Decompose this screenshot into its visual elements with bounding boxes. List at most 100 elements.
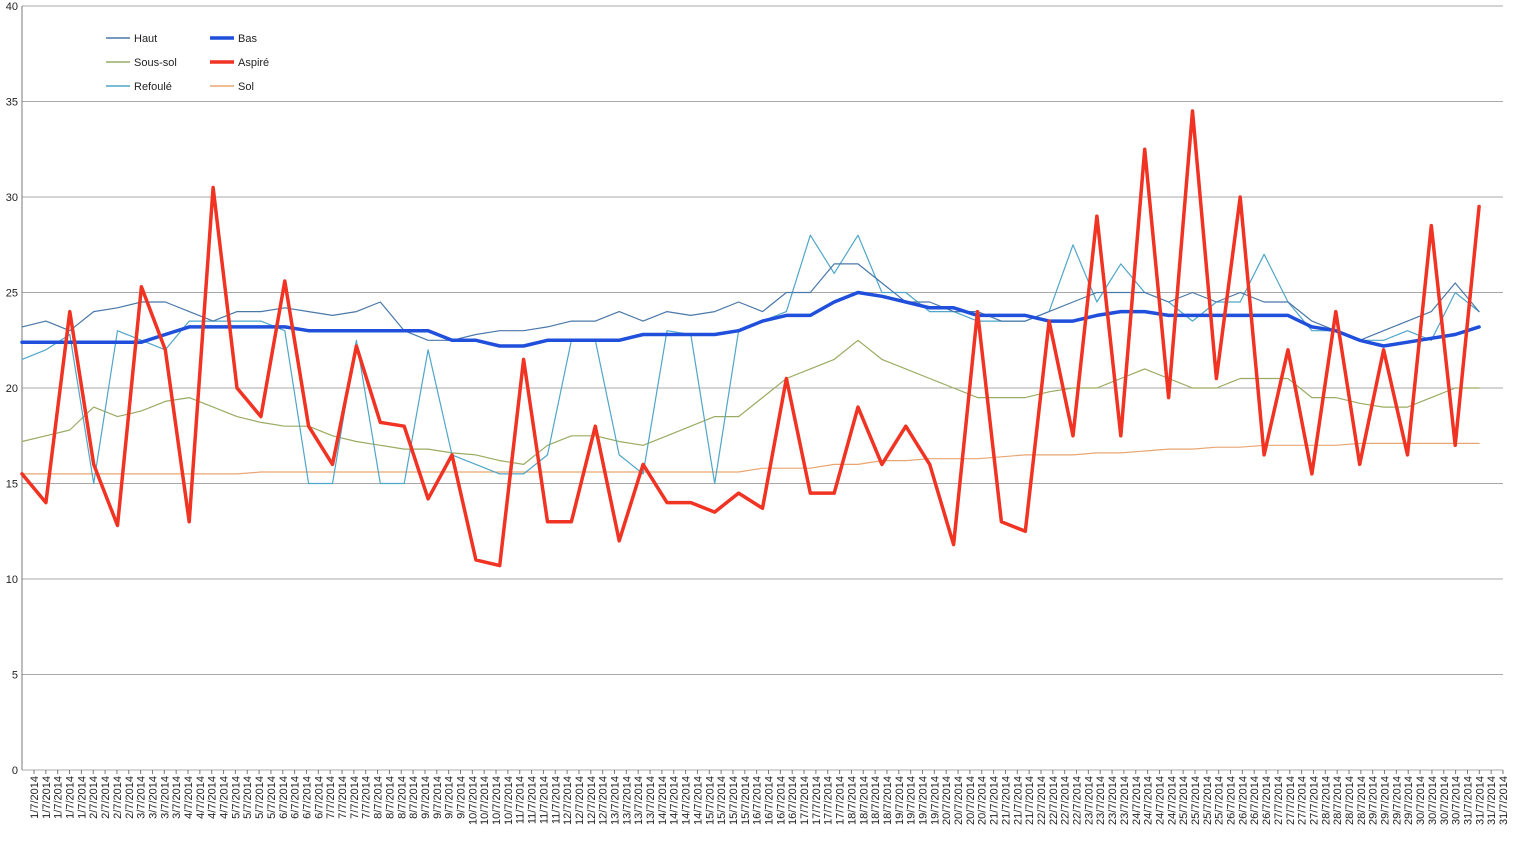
y-tick-label: 15 [6,479,18,491]
x-tick-label: 9/7/2014 [432,776,444,819]
x-tick-label: 28/7/2014 [1356,776,1368,825]
x-tick-label: 18/7/2014 [858,776,870,825]
x-tick-label: 8/7/2014 [373,776,385,819]
x-tick-label: 21/7/2014 [1024,776,1036,825]
x-tick-label: 3/7/2014 [159,776,171,819]
x-tick-label: 12/7/2014 [562,776,574,825]
x-tick-label: 26/7/2014 [1237,776,1249,825]
series-lines [20,109,1481,568]
x-tick-label: 11/7/2014 [527,776,539,824]
x-tick-label: 30/7/2014 [1415,776,1427,825]
x-tick-label: 27/7/2014 [1273,776,1285,825]
y-tick-label: 25 [6,288,18,300]
x-tick-label: 29/7/2014 [1368,776,1380,825]
x-tick-label: 18/7/2014 [882,776,894,825]
x-tick-label: 20/7/2014 [953,776,965,825]
legend-label: Sol [238,81,254,93]
x-tick-label: 31/7/2014 [1462,776,1474,825]
x-tick-label: 1/7/2014 [76,776,88,819]
x-tick-label: 19/7/2014 [929,776,941,825]
x-tick-label: 21/7/2014 [989,776,1001,825]
series-line-soussol [21,339,1480,465]
series-line-haut [21,263,1480,341]
x-tick-label: 25/7/2014 [1214,776,1226,825]
x-tick-label: 2/7/2014 [124,776,136,819]
x-tick-label: 15/7/2014 [704,776,716,825]
x-tick-label: 15/7/2014 [740,776,752,825]
x-tick-label: 29/7/2014 [1403,776,1415,825]
x-tick-label: 14/7/2014 [669,776,681,825]
x-tick-label: 12/7/2014 [574,776,586,825]
x-tick-label: 30/7/2014 [1439,776,1451,825]
x-tick-label: 7/7/2014 [325,776,337,819]
x-tick-label: 8/7/2014 [408,776,420,819]
series-line-bas [20,290,1481,348]
x-tick-label: 24/7/2014 [1154,776,1166,825]
x-tick-label: 9/7/2014 [420,776,432,819]
x-tick-label: 11/7/2014 [550,776,562,824]
x-tick-label: 13/7/2014 [621,776,633,825]
x-tick-label: 5/7/2014 [230,776,242,819]
x-tick-label: 28/7/2014 [1332,776,1344,825]
x-tick-label: 4/7/2014 [195,776,207,819]
x-tick-label: 17/7/2014 [823,776,835,825]
x-tick-label: 7/7/2014 [349,776,361,819]
x-tick-label: 23/7/2014 [1107,776,1119,825]
x-tick-label: 2/7/2014 [112,776,124,819]
x-tick-label: 27/7/2014 [1297,776,1309,825]
y-tick-label: 35 [6,97,18,109]
x-tick-label: 1/7/2014 [41,776,53,819]
x-tick-label: 3/7/2014 [136,776,148,819]
x-tick-label: 8/7/2014 [396,776,408,819]
x-tick-label: 11/7/2014 [538,776,550,824]
x-tick-label: 10/7/2014 [491,776,503,825]
x-tick-label: 24/7/2014 [1131,776,1143,825]
x-tick-label: 27/7/2014 [1308,776,1320,825]
x-tick-label: 9/7/2014 [444,776,456,819]
x-tick-label: 13/7/2014 [609,776,621,825]
x-tick-label: 4/7/2014 [219,776,231,819]
x-tick-label: 18/7/2014 [846,776,858,825]
x-tick-label: 19/7/2014 [894,776,906,825]
legend-label: Haut [134,33,157,45]
x-tick-label: 27/7/2014 [1285,776,1297,825]
x-tick-label: 8/7/2014 [384,776,396,819]
x-axis: 1/7/2014 1/7/2014 1/7/2014 1/7/2014 1/7/2014… [29,770,1510,825]
x-tick-label: 17/7/2014 [811,776,823,825]
x-tick-label: 4/7/2014 [183,776,195,819]
x-tick-label: 1/7/2014 [29,776,41,819]
x-tick-label: 2/7/2014 [88,776,100,819]
x-tick-label: 3/7/2014 [147,776,159,819]
x-tick-label: 7/7/2014 [361,776,373,819]
legend-label: Sous-sol [134,57,177,69]
x-tick-label: 18/7/2014 [870,776,882,825]
x-tick-label: 17/7/2014 [799,776,811,825]
x-tick-label: 13/7/2014 [633,776,645,825]
x-tick-label: 25/7/2014 [1202,776,1214,825]
y-tick-label: 40 [6,1,18,13]
x-tick-label: 13/7/2014 [645,776,657,825]
x-tick-label: 1/7/2014 [65,776,77,819]
x-tick-label: 24/7/2014 [1143,776,1155,825]
x-tick-label: 20/7/2014 [941,776,953,825]
x-tick-label: 17/7/2014 [835,776,847,825]
x-tick-label: 6/7/2014 [313,776,325,819]
x-tick-label: 23/7/2014 [1083,776,1095,825]
x-tick-label: 28/7/2014 [1320,776,1332,825]
legend-label: Aspiré [238,57,269,69]
y-tick-label: 10 [6,574,18,586]
x-tick-label: 5/7/2014 [254,776,266,819]
series-line-sol [21,442,1480,475]
x-tick-label: 24/7/2014 [1166,776,1178,825]
gridlines [22,5,1503,771]
x-tick-label: 14/7/2014 [692,776,704,825]
x-tick-label: 22/7/2014 [1048,776,1060,825]
x-tick-label: 26/7/2014 [1226,776,1238,825]
x-tick-label: 14/7/2014 [657,776,669,825]
x-tick-label: 14/7/2014 [681,776,693,825]
x-tick-label: 25/7/2014 [1190,776,1202,825]
x-tick-label: 21/7/2014 [1000,776,1012,825]
x-tick-label: 22/7/2014 [1072,776,1084,825]
x-tick-label: 25/7/2014 [1178,776,1190,825]
